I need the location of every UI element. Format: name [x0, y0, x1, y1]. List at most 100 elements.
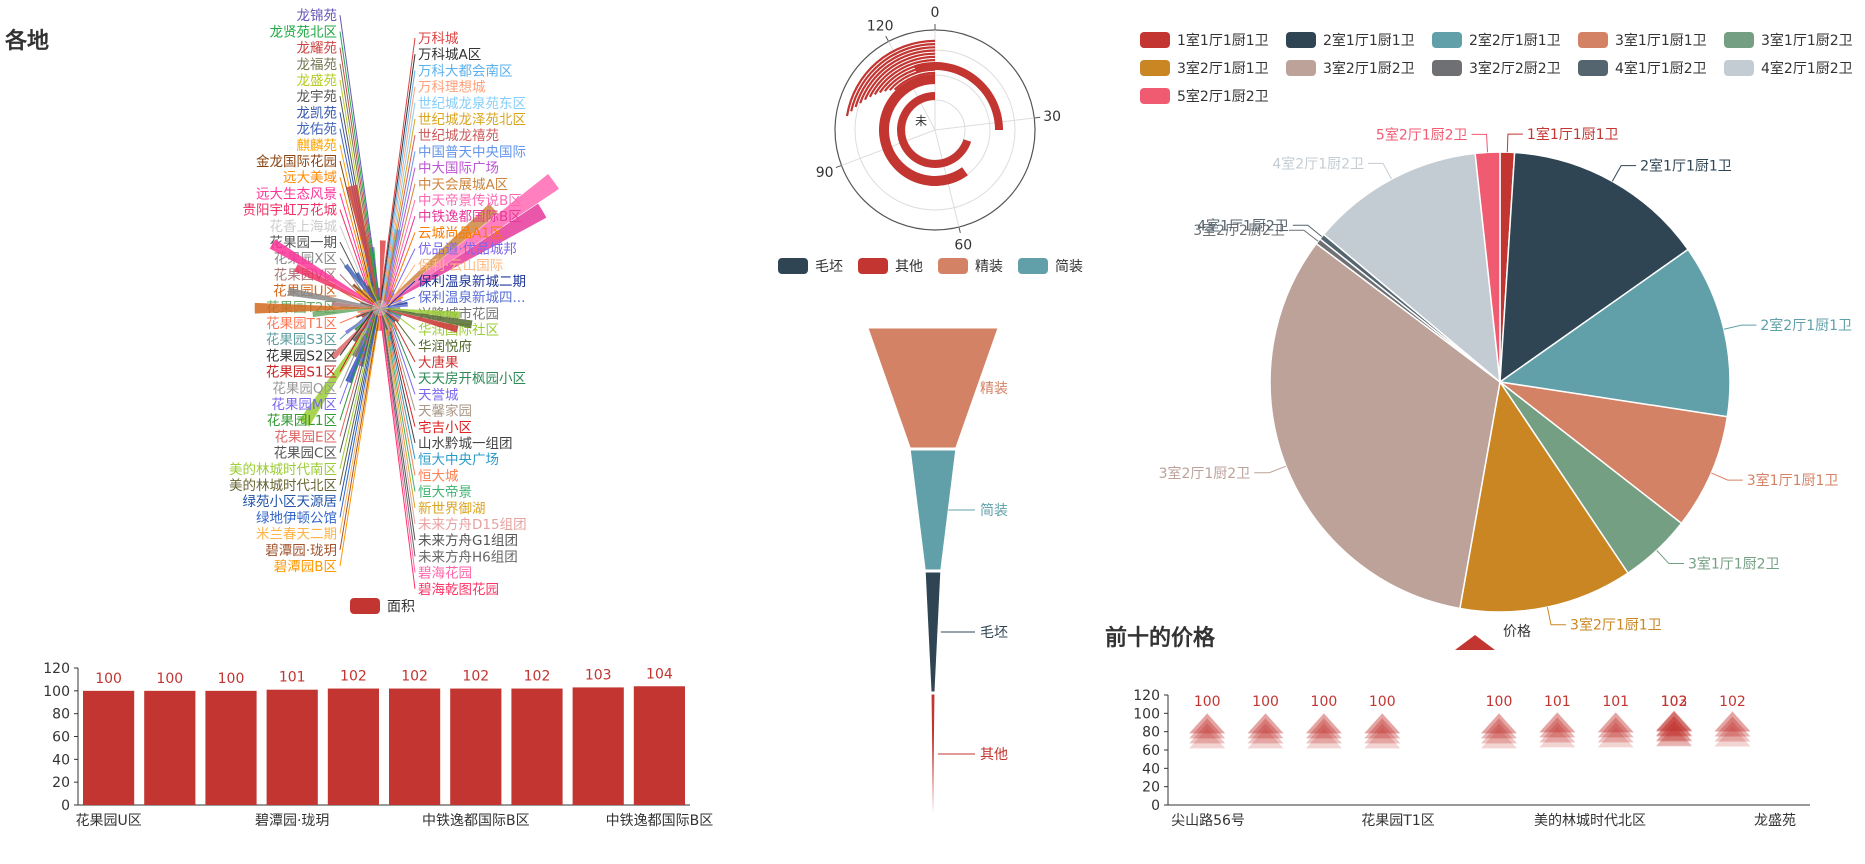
pict-symbol	[1539, 722, 1576, 743]
polar-tick-label: 120	[867, 19, 894, 35]
pict-symbol	[1656, 720, 1693, 741]
funnel-label: 毛坯	[980, 625, 1008, 641]
rose-label: 美的林城时代南区	[229, 462, 337, 478]
pie-leader-line	[1711, 472, 1743, 481]
rose-leader-line	[339, 15, 381, 301]
y-tick-label: 100	[43, 684, 70, 700]
rose-leader-line	[339, 311, 374, 389]
bar-value-label: 100	[156, 671, 183, 687]
y-tick-label: 120	[43, 661, 70, 677]
right-title: 前十的价格	[1105, 625, 1216, 651]
rose-label: 新世界御湖	[418, 501, 486, 517]
rose-leader-line	[386, 216, 416, 305]
polar-bar	[859, 49, 935, 104]
y-tick-label: 100	[1133, 706, 1160, 722]
pict-value-label: 101	[1602, 694, 1629, 710]
polar-bar	[863, 52, 935, 101]
rose-label: 花果园S3区	[266, 332, 337, 348]
rose-leader-line	[339, 312, 374, 405]
rose-label: 龙盛苑	[297, 73, 338, 89]
rose-sector	[355, 271, 380, 308]
rose-label: 花果园E区	[274, 429, 337, 445]
rose-label: 龙佑苑	[297, 122, 338, 138]
pict-symbol	[1305, 723, 1342, 744]
pict-value-label: 102	[1719, 694, 1746, 710]
rose-label: 中天帝景传说B区	[418, 193, 522, 209]
rose-leader-line	[387, 296, 416, 308]
pie-legend-swatch	[1724, 32, 1754, 48]
rose-leader-line	[383, 135, 416, 302]
bar-value-label: 102	[340, 669, 367, 685]
rose-leader-line	[339, 315, 379, 534]
pict-symbol	[1714, 711, 1751, 732]
rose-leader-line	[384, 151, 416, 302]
pie-legend-swatch	[1432, 60, 1462, 76]
rose-label: 贵阳宇虹万花城	[243, 203, 338, 219]
pie-legend: 1室1厅1厨1卫 2室1厅1厨1卫 2室2厅1厨1卫 3室1厅1厨1卫 3室1厅1厨2卫…	[1140, 32, 1853, 105]
rose-label: 远大生态风景	[256, 186, 337, 202]
rose-label: 碧潭园·珑玥	[265, 543, 337, 559]
pict-value-label: 100	[1369, 694, 1396, 710]
pie-legend-label: 5室2厅1厨2卫	[1177, 88, 1269, 105]
rose-sector	[355, 289, 380, 308]
rose-sector	[366, 285, 380, 308]
pict-value-label: 100	[1311, 694, 1338, 710]
pict-symbol	[1656, 715, 1693, 736]
rose-label: 中大国际广场	[418, 161, 499, 177]
pict-symbol	[1656, 716, 1693, 737]
pie-label: 3室2厅1厨1卫	[1570, 617, 1662, 634]
rose-sector	[380, 308, 401, 319]
rose-sector	[380, 308, 399, 331]
pie-leader-line	[1292, 224, 1323, 238]
polar-bar	[850, 42, 935, 112]
rose-label: 花果园Q区	[272, 381, 337, 397]
rose-sector	[269, 239, 380, 308]
x-tick-label: 中铁逸都国际B区	[422, 813, 530, 829]
pie-label: 2室2厅1厨1卫	[1760, 317, 1852, 334]
pict-symbol	[1481, 728, 1517, 749]
rose-label: 碧海乾图花园	[418, 582, 499, 598]
funnel-segment	[867, 327, 999, 449]
rose-label: 天誉城	[418, 387, 459, 403]
pict-value-label: 100	[1194, 694, 1221, 710]
pict-symbol	[1305, 718, 1342, 739]
pie-slice	[1269, 242, 1501, 610]
y-tick-label: 80	[1142, 725, 1160, 741]
pie-label: 3室1厅1厨1卫	[1747, 472, 1839, 489]
pict-value-label: 100	[1486, 694, 1513, 710]
pie-label: 3室2厅2厨2卫	[1193, 222, 1285, 239]
y-tick-label: 40	[52, 752, 70, 768]
rose-sector	[312, 308, 380, 318]
rose-label: 世纪城龙泉苑东区	[418, 95, 526, 112]
pie-legend-swatch	[1286, 32, 1316, 48]
funnel-label: 其他	[980, 747, 1008, 763]
polar-legend-swatch	[858, 258, 888, 274]
rose-leader-line	[382, 102, 416, 301]
rose-label: 绿地伊顿公馆	[256, 510, 337, 526]
rose-leader-line	[339, 193, 374, 305]
rose-label: 远大美域	[283, 170, 337, 186]
polar-tick-label: 0	[931, 5, 940, 21]
rose-label: 花果园C区	[274, 446, 337, 462]
y-tick-label: 20	[52, 775, 70, 791]
rose-leader-line	[385, 199, 416, 304]
pict-symbol	[1656, 725, 1693, 746]
pict-symbol	[1597, 712, 1634, 733]
pie-legend-swatch	[1140, 88, 1170, 104]
polar-legend-label: 毛坯	[815, 259, 843, 275]
y-tick-label: 40	[1142, 761, 1160, 777]
pict-symbol	[1247, 713, 1284, 734]
rose-label: 龙贤苑北区	[270, 24, 338, 40]
rose-leader-line	[339, 315, 381, 567]
rose-label: 保利温泉新城四...	[418, 289, 525, 306]
rose-label: 未来方舟H6组团	[418, 549, 518, 565]
rose-legend-swatch	[350, 598, 380, 614]
rose-label: 恒大帝景	[418, 485, 472, 501]
pict-symbol	[1656, 726, 1693, 747]
rose-sector	[380, 308, 401, 321]
rose-label: 龙福苑	[297, 57, 338, 73]
polar-legend-swatch	[938, 258, 968, 274]
rose-label: 花果园L1区	[267, 413, 337, 429]
